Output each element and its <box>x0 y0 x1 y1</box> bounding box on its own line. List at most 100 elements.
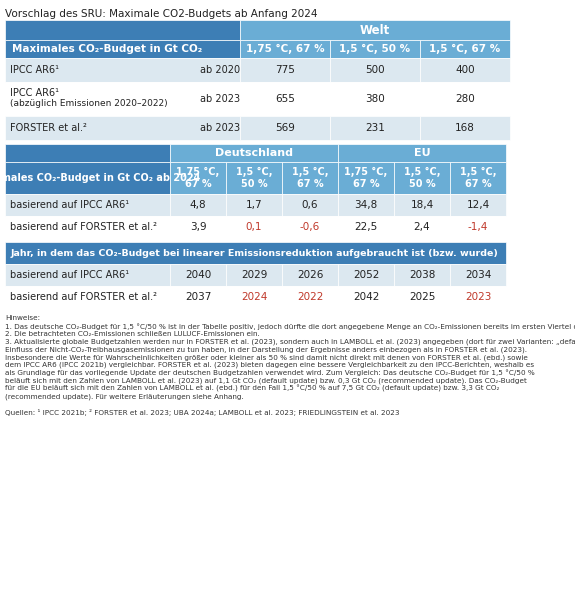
Bar <box>5 116 240 140</box>
Bar <box>5 216 170 238</box>
Text: IPCC AR6¹: IPCC AR6¹ <box>10 65 59 75</box>
Bar <box>170 216 226 238</box>
Text: FORSTER et al.²: FORSTER et al.² <box>10 123 87 133</box>
Bar <box>5 144 170 162</box>
Bar <box>282 286 338 308</box>
Bar <box>338 286 394 308</box>
Text: 1,5 °C, 50 %: 1,5 °C, 50 % <box>339 44 411 54</box>
Text: 1,5 °C,
67 %: 1,5 °C, 67 % <box>460 167 496 189</box>
Bar <box>330 116 420 140</box>
Bar <box>5 286 170 308</box>
Text: basierend auf FORSTER et al.²: basierend auf FORSTER et al.² <box>10 222 157 232</box>
Bar <box>170 286 226 308</box>
Bar <box>420 82 510 116</box>
Text: 2042: 2042 <box>353 292 379 302</box>
Bar <box>5 264 170 286</box>
Bar <box>5 242 506 264</box>
Text: Quellen: ¹ IPCC 2021b; ² FORSTER et al. 2023; UBA 2024a; LAMBOLL et al. 2023; FR: Quellen: ¹ IPCC 2021b; ² FORSTER et al. … <box>5 408 400 416</box>
Text: für die EU beläuft sich mit den Zahlen von LAMBOLL et al. (ebd.) für den Fall 1,: für die EU beläuft sich mit den Zahlen v… <box>5 385 499 392</box>
Text: 2037: 2037 <box>185 292 211 302</box>
Bar <box>226 286 282 308</box>
Bar <box>338 264 394 286</box>
Text: Maximales CO₂-Budget in Gt CO₂: Maximales CO₂-Budget in Gt CO₂ <box>13 44 202 54</box>
Text: basierend auf IPCC AR6¹: basierend auf IPCC AR6¹ <box>10 200 129 210</box>
Text: 0,6: 0,6 <box>302 200 318 210</box>
Bar <box>450 194 506 216</box>
Bar <box>338 194 394 216</box>
Text: Vorschlag des SRU: Maximale CO2-Budgets ab Anfang 2024: Vorschlag des SRU: Maximale CO2-Budgets … <box>5 9 317 19</box>
Text: basierend auf IPCC AR6¹: basierend auf IPCC AR6¹ <box>10 270 129 280</box>
Bar <box>338 162 394 194</box>
Bar <box>330 58 420 82</box>
Text: (abzüglich Emissionen 2020–2022): (abzüglich Emissionen 2020–2022) <box>10 99 168 108</box>
Text: 1,5 °C,
50 %: 1,5 °C, 50 % <box>236 167 272 189</box>
Bar <box>394 216 450 238</box>
Text: 2025: 2025 <box>409 292 435 302</box>
Bar <box>226 194 282 216</box>
Text: 34,8: 34,8 <box>354 200 378 210</box>
Text: Deutschland: Deutschland <box>215 148 293 158</box>
Bar <box>226 162 282 194</box>
Text: Welt: Welt <box>360 24 390 37</box>
Bar <box>420 58 510 82</box>
Bar <box>282 264 338 286</box>
Bar <box>240 58 330 82</box>
Text: -1,4: -1,4 <box>468 222 488 232</box>
Bar <box>394 264 450 286</box>
Bar <box>240 82 330 116</box>
Text: 168: 168 <box>455 123 475 133</box>
Bar <box>240 116 330 140</box>
Text: als Grundlage für das vorliegende Update der deutschen Budgetzahlen verwendet wi: als Grundlage für das vorliegende Update… <box>5 369 535 377</box>
Text: 18,4: 18,4 <box>411 200 434 210</box>
Bar <box>394 194 450 216</box>
Text: 2029: 2029 <box>241 270 267 280</box>
Bar <box>338 216 394 238</box>
Bar <box>420 40 510 58</box>
Text: 3,9: 3,9 <box>190 222 206 232</box>
Bar <box>330 40 420 58</box>
Text: 1,7: 1,7 <box>246 200 262 210</box>
Bar <box>420 116 510 140</box>
Text: 231: 231 <box>365 123 385 133</box>
Bar <box>450 264 506 286</box>
Bar <box>338 144 506 162</box>
Text: EU: EU <box>413 148 430 158</box>
Text: beläuft sich mit den Zahlen von LAMBOLL et al. (2023) auf 1,1 Gt CO₂ (default up: beläuft sich mit den Zahlen von LAMBOLL … <box>5 378 527 384</box>
Bar <box>5 20 240 40</box>
Text: 2052: 2052 <box>353 270 379 280</box>
Bar <box>226 264 282 286</box>
Bar <box>170 194 226 216</box>
Text: 12,4: 12,4 <box>466 200 490 210</box>
Bar <box>226 216 282 238</box>
Text: 2022: 2022 <box>297 292 323 302</box>
Text: 2. Die betrachteten CO₂-Emissionen schließen LULUCF-Emissionen ein.: 2. Die betrachteten CO₂-Emissionen schli… <box>5 330 260 337</box>
Bar <box>170 162 226 194</box>
Text: 280: 280 <box>455 94 475 104</box>
Text: Jahr, in dem das CO₂-Budget bei linearer Emissionsreduktion aufgebraucht ist (bz: Jahr, in dem das CO₂-Budget bei linearer… <box>11 249 499 258</box>
Text: ab 2020: ab 2020 <box>200 65 240 75</box>
Text: 1. Das deutsche CO₂-Budget für 1,5 °C/50 % ist in der Tabelle positiv, jedoch dü: 1. Das deutsche CO₂-Budget für 1,5 °C/50… <box>5 323 575 330</box>
Bar <box>450 286 506 308</box>
Bar <box>282 162 338 194</box>
Text: 2034: 2034 <box>465 270 491 280</box>
Bar <box>5 40 240 58</box>
Text: 2023: 2023 <box>465 292 491 302</box>
Bar <box>5 58 240 82</box>
Text: 1,75 °C,
67 %: 1,75 °C, 67 % <box>177 167 220 189</box>
Text: 569: 569 <box>275 123 295 133</box>
Text: 1,5 °C, 67 %: 1,5 °C, 67 % <box>430 44 501 54</box>
Bar <box>330 82 420 116</box>
Text: 500: 500 <box>365 65 385 75</box>
Text: Maximales CO₂-Budget in Gt CO₂ ab 2024: Maximales CO₂-Budget in Gt CO₂ ab 2024 <box>0 173 200 183</box>
Text: Einfluss der Nicht-CO₂-Treibhausgasemissionen zu tun haben, in der Darstellung d: Einfluss der Nicht-CO₂-Treibhausgasemiss… <box>5 346 527 353</box>
Text: basierend auf FORSTER et al.²: basierend auf FORSTER et al.² <box>10 292 157 302</box>
Text: 1,75 °C,
67 %: 1,75 °C, 67 % <box>344 167 388 189</box>
Text: 2,4: 2,4 <box>413 222 430 232</box>
Bar <box>282 216 338 238</box>
Text: Insbesondere die Werte für Wahrscheinlichkeiten größer oder kleiner als 50 % sin: Insbesondere die Werte für Wahrscheinlic… <box>5 354 528 361</box>
Text: 1,75 °C, 67 %: 1,75 °C, 67 % <box>246 44 324 54</box>
Text: 380: 380 <box>365 94 385 104</box>
Bar <box>450 216 506 238</box>
Text: 1,5 °C,
67 %: 1,5 °C, 67 % <box>292 167 328 189</box>
Text: ab 2023: ab 2023 <box>200 94 240 104</box>
